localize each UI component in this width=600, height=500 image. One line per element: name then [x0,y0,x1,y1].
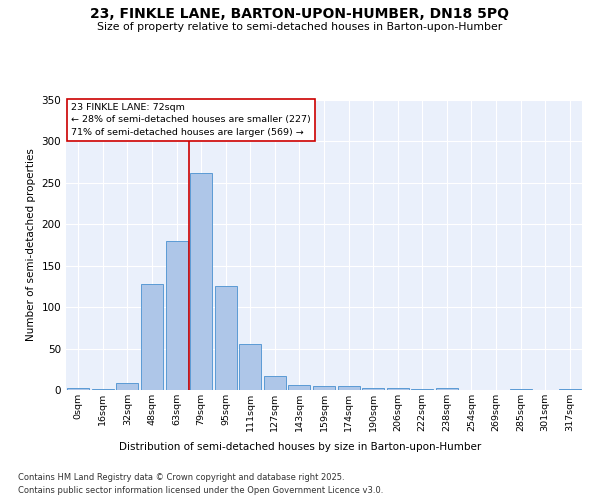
Bar [116,384,139,390]
Bar [67,388,89,390]
Bar [215,286,237,390]
Bar [559,389,581,390]
Text: 23 FINKLE LANE: 72sqm
← 28% of semi-detached houses are smaller (227)
71% of sem: 23 FINKLE LANE: 72sqm ← 28% of semi-deta… [71,103,311,137]
Bar [411,389,433,390]
Bar [264,376,286,390]
Text: 23, FINKLE LANE, BARTON-UPON-HUMBER, DN18 5PQ: 23, FINKLE LANE, BARTON-UPON-HUMBER, DN1… [91,8,509,22]
Text: Contains public sector information licensed under the Open Government Licence v3: Contains public sector information licen… [18,486,383,495]
Text: Contains HM Land Registry data © Crown copyright and database right 2025.: Contains HM Land Registry data © Crown c… [18,472,344,482]
Bar [338,386,359,390]
Y-axis label: Number of semi-detached properties: Number of semi-detached properties [26,148,36,342]
Text: Size of property relative to semi-detached houses in Barton-upon-Humber: Size of property relative to semi-detach… [97,22,503,32]
Bar [386,388,409,390]
Bar [141,284,163,390]
Text: Distribution of semi-detached houses by size in Barton-upon-Humber: Distribution of semi-detached houses by … [119,442,481,452]
Bar [313,386,335,390]
Bar [166,241,188,390]
Bar [436,388,458,390]
Bar [289,385,310,390]
Bar [509,389,532,390]
Bar [92,389,114,390]
Bar [239,344,262,390]
Bar [190,173,212,390]
Bar [362,388,384,390]
